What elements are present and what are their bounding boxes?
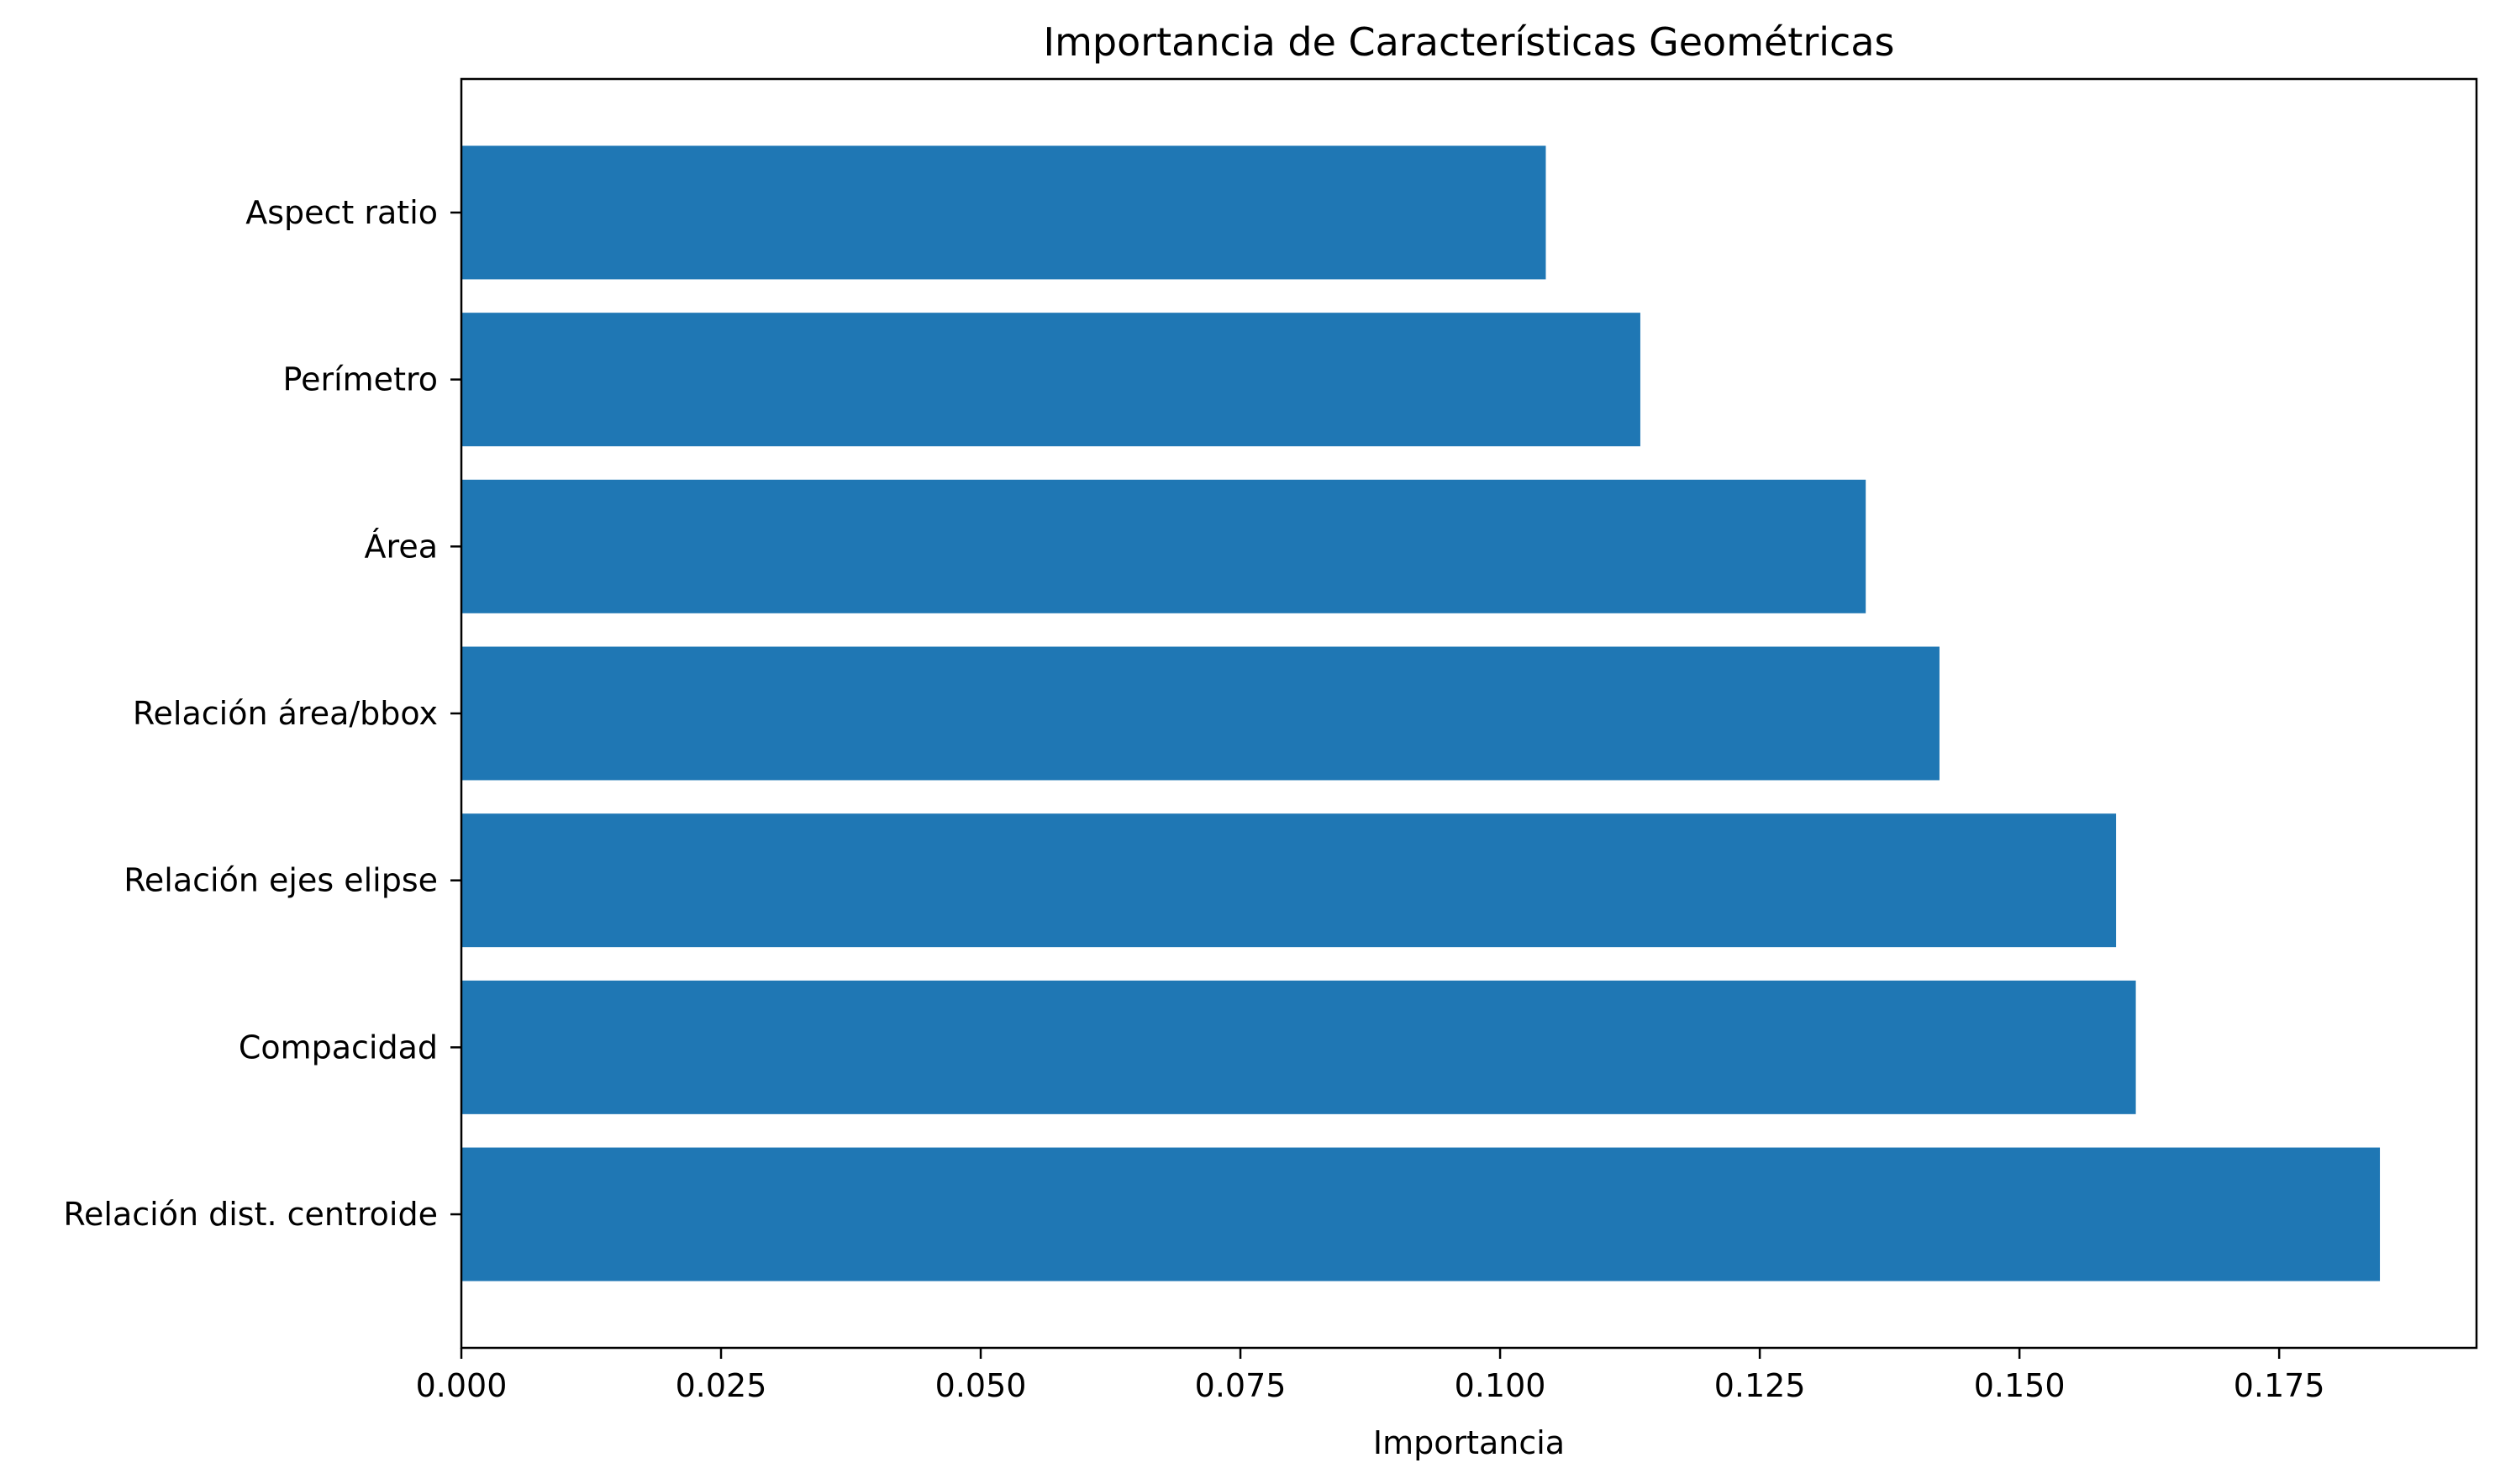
bar-4	[461, 479, 1866, 613]
x-tick-label: 0.025	[676, 1367, 767, 1404]
y-axis: Relación dist. centroide Compacidad Relaci…	[63, 194, 461, 1233]
x-tick-label: 0.125	[1714, 1367, 1806, 1404]
bar-5	[461, 313, 1640, 447]
x-tick-label: 0.100	[1455, 1367, 1546, 1404]
chart-title: Importancia de Características Geométric…	[1044, 19, 1895, 65]
y-tick-label: Área	[365, 528, 438, 565]
bar-0	[461, 1147, 2381, 1281]
x-tick-label: 0.075	[1195, 1367, 1287, 1404]
x-axis-label: Importancia	[1373, 1424, 1565, 1461]
y-tick-label: Relación área/bbox	[133, 695, 438, 732]
y-tick-label: Aspect ratio	[245, 194, 438, 231]
y-tick-label: Relación ejes elipse	[124, 862, 438, 899]
y-tick-label: Perímetro	[283, 361, 438, 398]
y-tick-label: Compacidad	[239, 1029, 438, 1066]
bar-2	[461, 813, 2117, 948]
bars-group	[461, 145, 2381, 1281]
x-axis: 0.000 0.025 0.050 0.075 0.100 0.125 0.150 0.175	[416, 1348, 2325, 1404]
x-tick-label: 0.050	[935, 1367, 1027, 1404]
y-tick-label: Relación dist. centroide	[63, 1196, 438, 1233]
x-tick-label: 0.000	[416, 1367, 508, 1404]
bar-6	[461, 145, 1546, 280]
bar-3	[461, 646, 1940, 781]
bar-1	[461, 980, 2136, 1114]
x-tick-label: 0.175	[2234, 1367, 2325, 1404]
x-tick-label: 0.150	[1974, 1367, 2066, 1404]
